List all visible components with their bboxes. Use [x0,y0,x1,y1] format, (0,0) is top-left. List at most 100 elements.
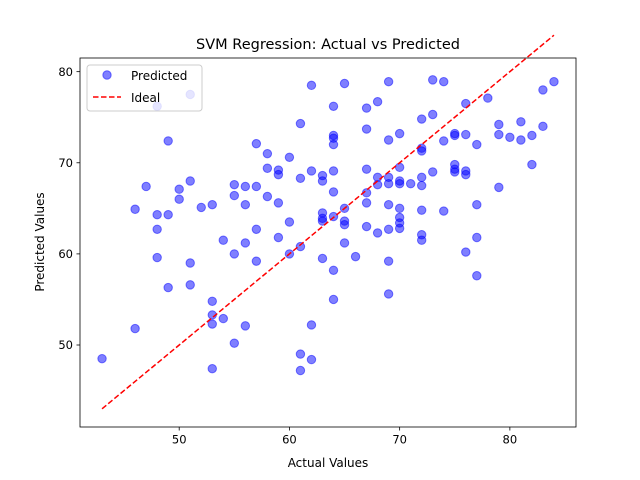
scatter-point-45 [284,217,295,227]
scatter-point-95 [394,128,405,139]
scatter-point-138 [516,135,526,145]
scatter-point-54 [306,320,317,330]
scatter-point-38 [262,163,273,173]
scatter-point-135 [494,182,504,193]
scatter-point-90 [383,179,394,189]
y-tick-label-70: 70 [58,156,73,170]
scatter-point-67 [328,187,339,197]
scatter-point-107 [416,172,427,183]
scatter-point-143 [549,76,559,87]
scatter-point-98 [394,179,405,189]
scatter-point-44 [284,152,295,163]
scatter-point-137 [516,117,526,127]
scatter-point-61 [317,253,328,264]
scatter-point-9 [163,210,173,220]
scatter-point-39 [262,191,273,202]
scatter-point-106 [416,146,427,156]
scatter-point-28 [229,338,240,348]
scatter-point-128 [472,139,482,150]
scatter-point-87 [383,76,394,87]
scatter-point-132 [483,93,493,103]
scatter-point-111 [416,235,427,245]
scatter-point-49 [295,241,306,252]
scatter-point-7 [152,252,162,263]
plot-area [80,58,576,427]
scatter-point-139 [527,130,537,141]
scatter-point-109 [416,205,427,215]
scatter-point-43 [273,232,284,243]
scatter-point-116 [439,136,449,146]
scatter-point-79 [361,164,372,174]
x-axis: 50 60 70 80 [172,427,517,447]
legend-frame [86,64,203,112]
scatter-point-1 [130,323,140,334]
scatter-point-30 [240,199,251,210]
scatter-point-14 [185,176,195,186]
scatter-point-93 [383,256,394,266]
ideal-line [101,34,555,410]
scatter-point-18 [207,199,217,210]
scatter-point-140 [527,159,537,170]
scatter-point-75 [339,238,350,248]
y-axis-label: Predicted Values [33,192,47,291]
scatter-point-42 [273,198,284,208]
scatter-point-74 [339,220,350,230]
scatter-point-19 [207,296,217,306]
scatter-point-70 [328,294,339,305]
scatter-point-8 [163,136,173,146]
scatter-point-27 [229,249,240,259]
scatter-point-81 [361,198,372,208]
scatter-point-102 [394,223,405,234]
scatter-point-23 [218,235,228,245]
scatter-point-29 [240,181,251,192]
y-axis: 50 60 70 80 [58,65,80,352]
chart-title: SVM Regression: Actual vs Predicted [196,37,460,53]
scatter-point-82 [361,221,372,232]
scatter-point-0 [97,353,107,364]
scatter-point-33 [251,138,262,149]
scatter-point-11 [174,184,184,194]
scatter-point-114 [428,167,438,177]
scatter-point-127 [461,247,471,257]
scatter-point-24 [218,313,228,324]
scatter-point-92 [383,224,394,234]
scatter-point-12 [174,194,184,204]
scatter-points-layer [97,75,559,376]
scatter-point-35 [251,224,262,234]
x-tick-label-60: 60 [282,433,297,447]
scatter-point-22 [207,363,217,374]
y-tick-label-50: 50 [58,338,73,352]
scatter-point-94 [383,289,394,299]
scatter-point-108 [416,180,427,191]
x-tick-label-50: 50 [172,433,187,447]
scatter-point-129 [472,199,482,210]
scatter-point-130 [472,232,482,243]
scatter-point-71 [339,78,350,89]
scatter-point-115 [439,76,449,87]
scatter-point-47 [295,118,306,129]
plot-frame [79,57,577,428]
scatter-point-17 [196,202,206,213]
scatter-point-86 [372,228,383,238]
scatter-point-53 [306,166,317,176]
legend-marker-predicted [102,70,112,80]
x-tick-label-80: 80 [503,433,518,447]
scatter-point-83 [372,97,383,107]
scatter-point-66 [328,166,339,176]
x-tick-label-70: 70 [392,433,407,447]
scatter-point-88 [383,135,394,145]
scatter-point-103 [405,179,416,189]
scatter-point-131 [472,271,482,281]
scatter-point-34 [251,181,262,192]
scatter-point-104 [416,114,427,124]
scatter-point-60 [317,216,328,226]
scatter-point-76 [350,251,361,262]
scatter-point-32 [240,321,251,331]
scatter-point-134 [494,129,504,140]
scatter-point-37 [262,148,273,159]
scatter-point-41 [273,169,284,180]
scatter-point-78 [361,124,372,134]
scatter-point-3 [141,181,151,192]
scatter-point-15 [185,258,195,268]
legend-label-predicted: Predicted [131,69,187,83]
